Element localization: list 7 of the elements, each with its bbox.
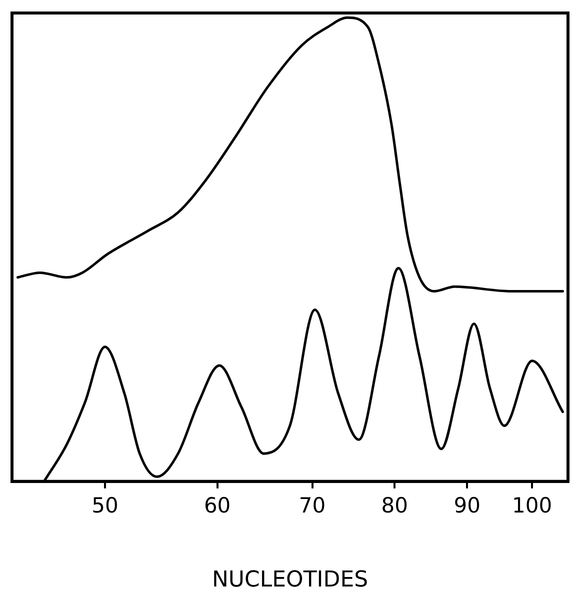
x-tick-label: 100 <box>512 493 552 518</box>
x-tick-label: 60 <box>204 493 231 518</box>
x-tick-label: 80 <box>381 493 408 518</box>
x-axis-title: NUCLEOTIDES <box>212 568 368 593</box>
x-tick-label: 70 <box>298 493 326 518</box>
x-tick-label: 50 <box>92 493 118 518</box>
x-tick-label: 90 <box>454 493 481 518</box>
